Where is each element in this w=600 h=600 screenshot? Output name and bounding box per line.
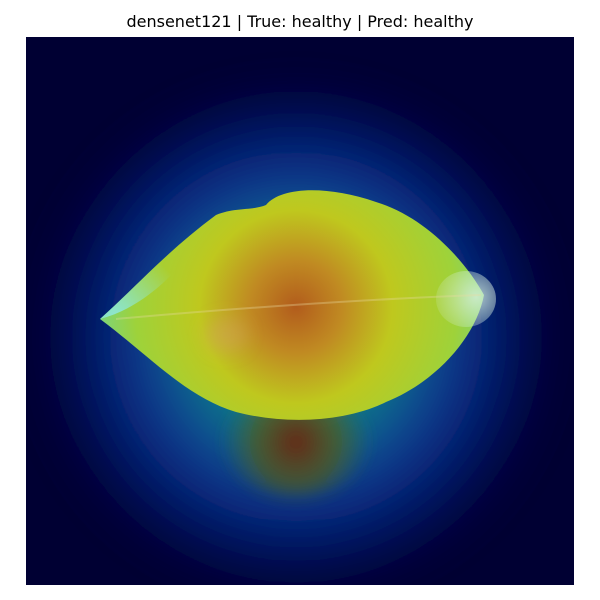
heatmap-image	[26, 37, 574, 585]
leaf-right-tip-highlight	[436, 271, 496, 327]
leaf-midrib	[115, 294, 482, 320]
leaf-left-tip-highlight	[100, 215, 216, 319]
leaf-icon	[100, 190, 484, 420]
figure-title: densenet121 | True: healthy | Pred: heal…	[126, 12, 474, 31]
heatmap-overlay-svg	[26, 37, 574, 585]
leaf-spot	[204, 317, 248, 353]
